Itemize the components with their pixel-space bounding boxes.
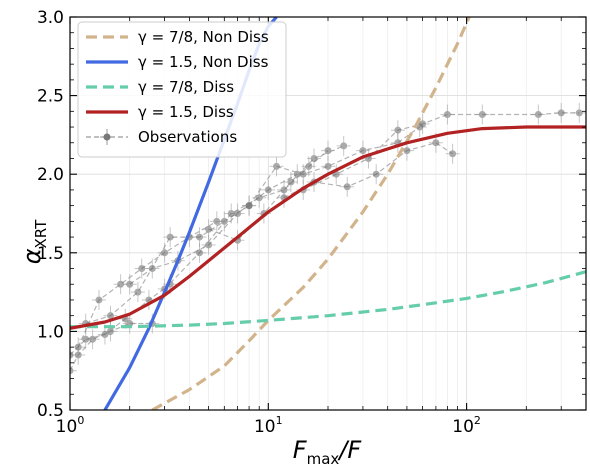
observation-point: [192, 242, 207, 263]
observation-point: [163, 227, 178, 248]
legend-item-0: γ = 7/8, Non Diss: [86, 28, 269, 46]
observation-point: [201, 219, 216, 240]
observation-point: [440, 104, 455, 125]
legend-box: [77, 21, 287, 158]
x-tick-label: 100: [56, 414, 85, 437]
y-axis-label-sub: XRT: [32, 219, 50, 249]
legend-label: γ = 7/8, Diss: [138, 78, 234, 96]
observation-point: [122, 274, 137, 295]
observation-point: [307, 148, 322, 169]
series-line-3: [70, 125, 586, 330]
observation-point: [336, 135, 351, 156]
y-axis-label: αXRT: [18, 219, 50, 264]
observation-point: [475, 104, 490, 125]
observation-point: [321, 156, 335, 177]
observation-point: [91, 289, 106, 310]
observation-point: [113, 274, 128, 295]
legend-item-3: γ = 1.5, Diss: [86, 103, 234, 121]
observation-point: [269, 156, 284, 177]
legend-label: γ = 1.5, Non Diss: [138, 53, 269, 71]
x-tick-label: 101: [254, 414, 283, 437]
y-tick-label: 3.0: [37, 8, 64, 28]
legend-label: γ = 1.5, Diss: [138, 103, 234, 121]
y-tick-label: 1.5: [37, 244, 64, 264]
observation-point: [572, 102, 586, 123]
observation-point: [283, 172, 298, 193]
observation-point: [103, 305, 118, 326]
legend: γ = 7/8, Non Diss γ = 1.5, Non Diss γ = 7/…: [77, 21, 287, 158]
y-tick-label: 2.5: [37, 87, 64, 107]
x-axis-label-sub: max: [307, 450, 340, 466]
series-line-2: [70, 270, 586, 329]
observation-track-1: [70, 283, 171, 356]
legend-label: γ = 7/8, Non Diss: [138, 28, 269, 46]
observation-point: [70, 360, 77, 381]
observation-point: [145, 258, 160, 279]
observation-point: [130, 282, 145, 303]
observation-point: [531, 104, 546, 125]
legend-label: Observations: [138, 128, 237, 146]
x-tick-label: 102: [452, 414, 481, 437]
x-axis-label: Fmax/F: [293, 436, 363, 466]
observation-point: [261, 179, 276, 200]
observation-track-9: [302, 112, 580, 191]
legend-item-4: Observations: [86, 128, 237, 146]
observation-point: [554, 102, 569, 123]
y-tick-label: 2.0: [37, 165, 64, 185]
y-tick-label: 1.0: [37, 322, 64, 342]
y-tick-label: 0.5: [37, 401, 64, 421]
legend-item-1: γ = 1.5, Non Diss: [86, 53, 269, 71]
axis-ticks: 100 101 102 0.5 1.0 1.5 2.0 2.5 3.0: [37, 8, 587, 437]
legend-item-2: γ = 7/8, Diss: [86, 78, 234, 96]
y-axis-label-main: α: [18, 248, 46, 264]
x-axis-label-main: F: [293, 436, 308, 464]
observation-point: [70, 344, 77, 365]
observation-point: [340, 176, 355, 197]
x-axis-label-tail: /F: [337, 436, 362, 464]
observation-point: [445, 143, 460, 164]
observation-point: [390, 120, 405, 141]
observation-point: [369, 164, 384, 185]
observation-point: [224, 203, 239, 224]
observation-point: [71, 337, 86, 358]
observation-point: [242, 195, 257, 216]
series-layer: [70, 17, 586, 410]
